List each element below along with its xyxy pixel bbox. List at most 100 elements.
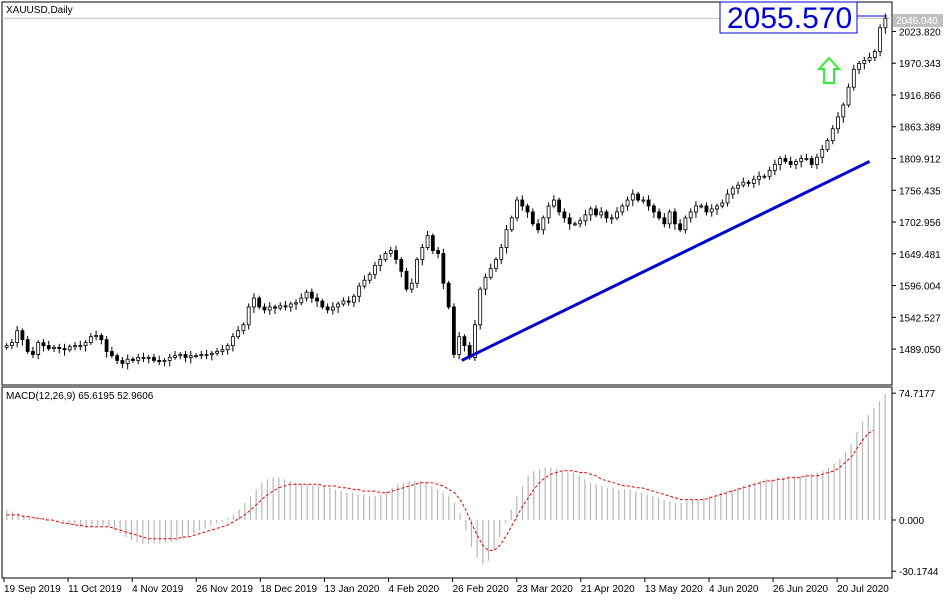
candle-body xyxy=(278,305,283,309)
candle-body xyxy=(573,223,577,226)
candle-body xyxy=(799,158,804,162)
price-tick-label: 1489.050 xyxy=(899,345,941,356)
candle-body xyxy=(273,306,277,309)
candle-body xyxy=(551,199,556,207)
macd-tick-label: 74.7177 xyxy=(899,389,936,400)
price-tick-label: 2023.820 xyxy=(899,27,941,38)
candle-body xyxy=(741,181,746,186)
candle-body xyxy=(41,342,46,346)
candle-body xyxy=(136,357,141,361)
candle-body xyxy=(9,342,14,346)
candle-body xyxy=(94,335,98,338)
candle-body xyxy=(346,300,351,303)
candle-body xyxy=(546,205,551,219)
time-tick-label: 26 Feb 2020 xyxy=(453,584,510,595)
candle-body xyxy=(862,60,867,64)
candle-body xyxy=(794,161,798,165)
candle-body xyxy=(52,346,56,349)
candle-body xyxy=(578,220,583,225)
candle-body xyxy=(304,291,309,299)
candle-body xyxy=(415,259,419,284)
candle-body xyxy=(367,273,372,281)
candle-body xyxy=(73,345,77,348)
candle-body xyxy=(567,217,572,225)
time-tick-label: 4 Nov 2019 xyxy=(132,584,184,595)
candle-body xyxy=(783,158,788,162)
candle-body xyxy=(641,199,646,202)
candle-body xyxy=(588,208,593,216)
candle-body xyxy=(167,357,172,361)
candle-body xyxy=(767,169,772,177)
candle-body xyxy=(341,300,346,305)
candle-body xyxy=(104,339,109,352)
time-tick-label: 19 Sep 2019 xyxy=(4,584,61,595)
candle-body xyxy=(294,302,298,305)
candle-body xyxy=(704,205,709,213)
candle-body xyxy=(336,303,341,308)
candle-body xyxy=(520,199,525,207)
candle-body xyxy=(541,217,546,231)
candle-body xyxy=(499,247,504,260)
candle-body xyxy=(457,336,462,355)
price-tick-label: 1970.343 xyxy=(899,59,941,70)
time-tick-label: 21 Apr 2020 xyxy=(581,584,635,595)
time-tick-label: 20 Jul 2020 xyxy=(837,584,889,595)
candle-body xyxy=(872,51,877,58)
candle-body xyxy=(299,297,304,304)
price-tick-label: 1649.481 xyxy=(899,250,941,261)
candle-body xyxy=(857,63,861,70)
time-tick-label: 11 Oct 2019 xyxy=(68,584,122,595)
candle-body xyxy=(157,360,162,363)
candle-body xyxy=(257,297,262,308)
candle-body xyxy=(194,355,198,358)
candle-body xyxy=(867,57,872,61)
candle-body xyxy=(657,211,662,219)
candle-body xyxy=(509,217,514,231)
candle-body xyxy=(615,211,619,219)
candle-body xyxy=(478,288,483,326)
candle-body xyxy=(878,27,883,52)
candle-body xyxy=(120,360,125,364)
candle-body xyxy=(220,349,225,352)
candle-body xyxy=(31,351,35,355)
candle-body xyxy=(78,345,83,347)
candle-body xyxy=(430,235,435,251)
candle-body xyxy=(609,217,614,220)
time-tick-label: 26 Jun 2020 xyxy=(773,584,828,595)
candle-body xyxy=(757,175,761,180)
candle-body xyxy=(188,355,193,358)
candle-body xyxy=(836,116,840,130)
candle-body xyxy=(20,330,25,341)
candle-body xyxy=(841,104,846,118)
candle-body xyxy=(646,199,651,207)
price-tick-label: 1756.435 xyxy=(899,186,941,197)
candle-body xyxy=(67,346,72,351)
candle-body xyxy=(146,357,151,359)
candle-body xyxy=(720,202,725,207)
candle-body xyxy=(688,211,693,219)
candle-body xyxy=(746,181,751,184)
candle-body xyxy=(383,253,388,260)
candle-body xyxy=(604,211,609,219)
candle-body xyxy=(125,358,130,364)
candle-body xyxy=(636,193,640,201)
price-tick-label: 1596.004 xyxy=(899,282,941,293)
candle-body xyxy=(25,339,30,352)
macd-signal-line xyxy=(6,429,875,551)
price-tick-label: 1863.389 xyxy=(899,123,941,134)
candle-body xyxy=(730,187,735,195)
candle-body xyxy=(804,158,809,160)
candle-body xyxy=(420,247,425,260)
candle-body xyxy=(241,324,246,332)
candle-body xyxy=(352,295,356,303)
time-tick-label: 23 Mar 2020 xyxy=(517,584,574,595)
candle-body xyxy=(536,223,540,231)
candle-body xyxy=(131,358,135,361)
candle-body xyxy=(488,267,493,278)
macd-plot xyxy=(6,394,886,565)
candle-body xyxy=(699,205,704,208)
candle-body xyxy=(215,351,220,354)
candle-body xyxy=(162,360,167,363)
candle-body xyxy=(436,250,441,254)
candle-body xyxy=(620,205,625,213)
